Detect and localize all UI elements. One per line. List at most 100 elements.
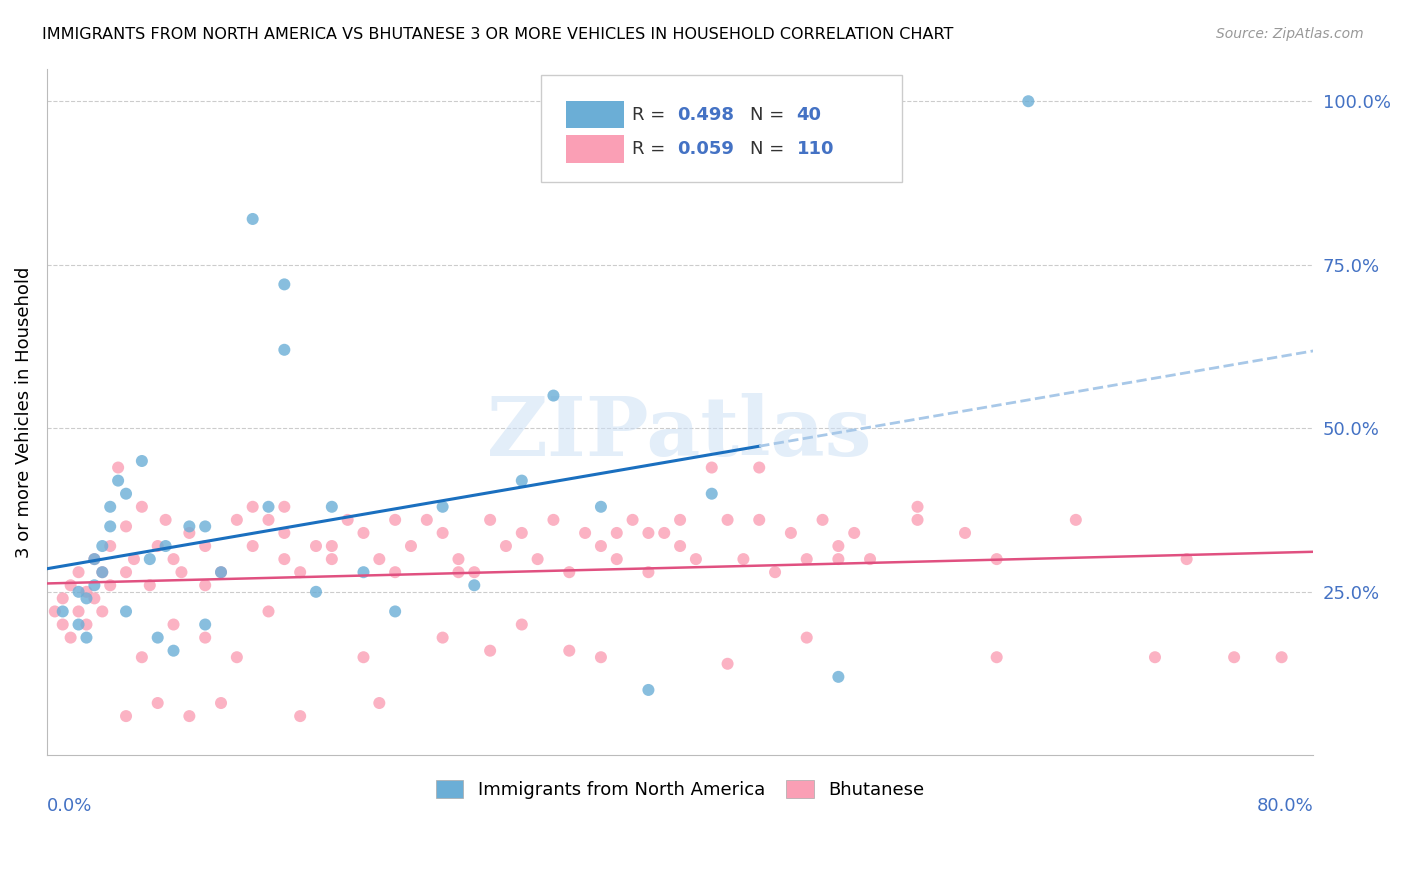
Point bbox=[447, 565, 470, 579]
Point bbox=[162, 643, 184, 657]
Point bbox=[115, 519, 138, 533]
Point bbox=[606, 525, 628, 540]
Point bbox=[558, 643, 581, 657]
Point bbox=[305, 539, 328, 553]
Point bbox=[353, 525, 375, 540]
Point bbox=[416, 513, 439, 527]
Text: 40: 40 bbox=[797, 105, 821, 123]
Text: N =: N = bbox=[749, 105, 790, 123]
Point bbox=[91, 604, 114, 618]
Point bbox=[83, 591, 105, 606]
Point bbox=[52, 591, 75, 606]
Point bbox=[859, 552, 882, 566]
Point bbox=[384, 604, 406, 618]
Point bbox=[844, 525, 866, 540]
Point bbox=[479, 643, 502, 657]
Point bbox=[589, 539, 612, 553]
Point bbox=[115, 604, 138, 618]
Point bbox=[209, 565, 232, 579]
Point bbox=[67, 584, 90, 599]
Point bbox=[146, 631, 169, 645]
Point bbox=[907, 513, 929, 527]
Point bbox=[526, 552, 548, 566]
Point bbox=[700, 460, 723, 475]
Point bbox=[543, 388, 565, 402]
Point bbox=[811, 513, 834, 527]
Point bbox=[273, 277, 295, 292]
Point bbox=[652, 525, 675, 540]
Point bbox=[98, 578, 121, 592]
Point bbox=[606, 552, 628, 566]
Point bbox=[685, 552, 707, 566]
Text: 110: 110 bbox=[797, 140, 834, 158]
Point bbox=[273, 343, 295, 357]
Point bbox=[321, 539, 343, 553]
Text: ZIPatlas: ZIPatlas bbox=[488, 392, 873, 473]
Point bbox=[399, 539, 422, 553]
Point bbox=[273, 500, 295, 514]
Point bbox=[288, 709, 311, 723]
Point bbox=[194, 539, 217, 553]
Point bbox=[637, 682, 659, 697]
FancyBboxPatch shape bbox=[567, 136, 624, 162]
Point bbox=[155, 539, 177, 553]
Point bbox=[986, 552, 1008, 566]
Point bbox=[384, 513, 406, 527]
Point bbox=[146, 696, 169, 710]
Point bbox=[1017, 94, 1039, 108]
Point bbox=[1143, 650, 1166, 665]
Point bbox=[432, 631, 454, 645]
Point bbox=[194, 617, 217, 632]
Point bbox=[122, 552, 145, 566]
Point bbox=[115, 486, 138, 500]
Point bbox=[107, 474, 129, 488]
Point bbox=[52, 604, 75, 618]
Point bbox=[1271, 650, 1294, 665]
Point bbox=[986, 650, 1008, 665]
Point bbox=[209, 696, 232, 710]
Point bbox=[1223, 650, 1246, 665]
Point bbox=[321, 552, 343, 566]
Point bbox=[139, 552, 162, 566]
Text: 0.0%: 0.0% bbox=[46, 797, 93, 814]
Point bbox=[589, 500, 612, 514]
Point bbox=[510, 474, 533, 488]
Point bbox=[574, 525, 596, 540]
Point bbox=[827, 552, 849, 566]
Point bbox=[748, 513, 770, 527]
Point bbox=[194, 519, 217, 533]
Point bbox=[91, 539, 114, 553]
Point bbox=[67, 617, 90, 632]
Point bbox=[353, 650, 375, 665]
Point bbox=[83, 552, 105, 566]
Point bbox=[139, 578, 162, 592]
Point bbox=[368, 696, 391, 710]
Point bbox=[669, 513, 692, 527]
Point bbox=[98, 539, 121, 553]
Point bbox=[558, 565, 581, 579]
Point bbox=[1064, 513, 1087, 527]
Point bbox=[796, 631, 818, 645]
Point bbox=[107, 460, 129, 475]
Point bbox=[763, 565, 786, 579]
Point bbox=[907, 500, 929, 514]
Point bbox=[179, 519, 201, 533]
Legend: Immigrants from North America, Bhutanese: Immigrants from North America, Bhutanese bbox=[427, 771, 934, 808]
Point bbox=[827, 670, 849, 684]
Point bbox=[146, 539, 169, 553]
Point bbox=[543, 513, 565, 527]
Point bbox=[131, 454, 153, 468]
Point bbox=[1175, 552, 1198, 566]
Point bbox=[162, 617, 184, 632]
Point bbox=[716, 657, 738, 671]
Point bbox=[67, 565, 90, 579]
Point bbox=[179, 525, 201, 540]
Point bbox=[242, 500, 264, 514]
Point bbox=[510, 617, 533, 632]
Point bbox=[75, 591, 97, 606]
Point bbox=[716, 513, 738, 527]
Point bbox=[447, 552, 470, 566]
Point bbox=[432, 525, 454, 540]
Point bbox=[52, 617, 75, 632]
Text: N =: N = bbox=[749, 140, 790, 158]
